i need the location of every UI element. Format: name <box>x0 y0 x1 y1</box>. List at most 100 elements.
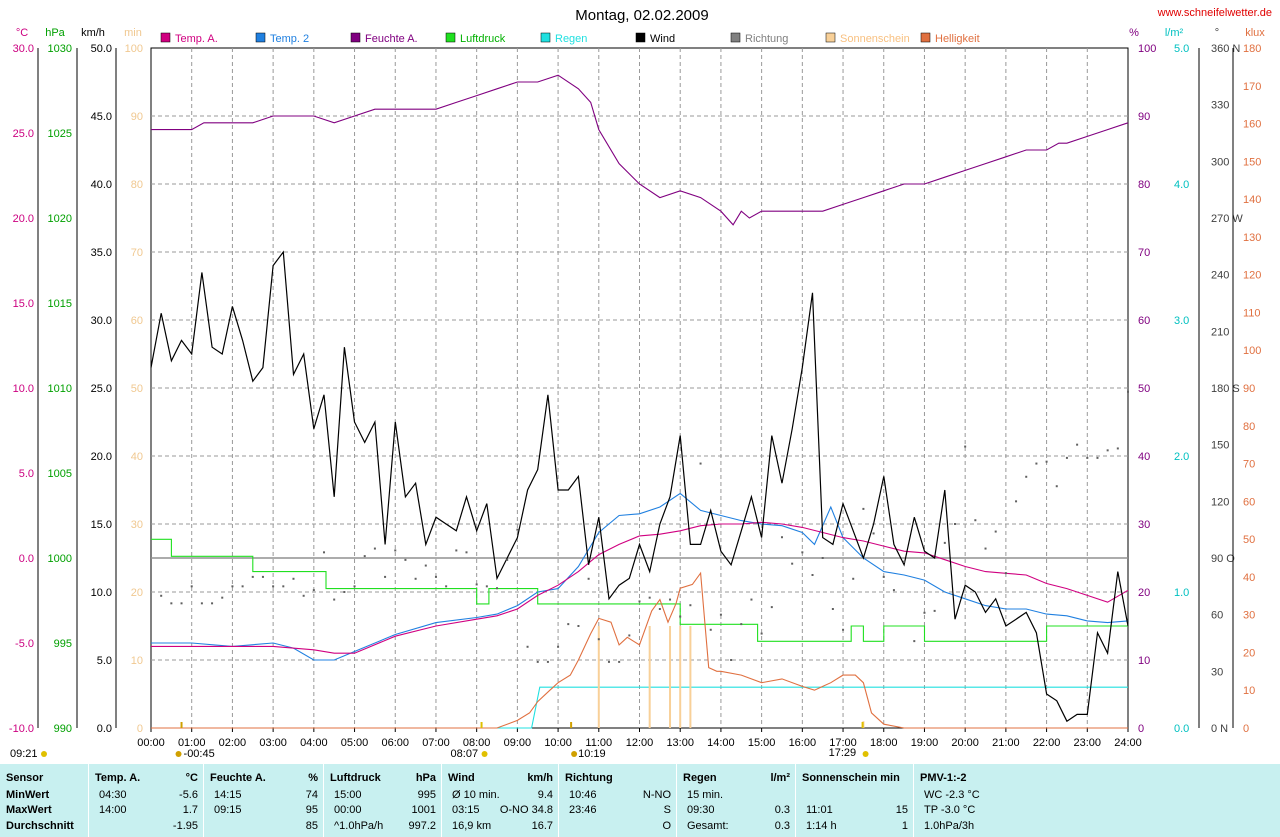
site-url[interactable]: www.schneifelwetter.de <box>1157 7 1272 19</box>
tick-label-klux: 30 <box>1243 610 1255 622</box>
stats-cell: 09:15 <box>214 804 242 816</box>
stats-cell: 03:15 <box>452 804 480 816</box>
direction-dot <box>577 625 580 627</box>
x-tick-label: 22:00 <box>1033 737 1061 749</box>
direction-dot <box>679 615 682 618</box>
grid <box>151 48 1128 728</box>
direction-dot <box>455 549 458 552</box>
tick-label-pct: 100 <box>1138 43 1156 55</box>
direction-dot <box>709 628 712 631</box>
direction-dot <box>241 585 244 588</box>
direction-dot <box>221 596 224 599</box>
tick-label-kmh: 40.0 <box>91 179 112 191</box>
tick-label-kmh: 20.0 <box>91 451 112 463</box>
x-tick-label: 15:00 <box>748 737 776 749</box>
tick-label-kmh: 0.0 <box>97 723 112 735</box>
stats-cell: S <box>663 804 671 816</box>
direction-dot <box>699 462 702 465</box>
tick-label-deg: 150 <box>1211 440 1229 452</box>
legend-swatch <box>825 32 836 43</box>
tick-label-klux: 170 <box>1243 81 1261 93</box>
tick-label-lm2: 1.0 <box>1174 587 1189 599</box>
x-tick-label: 04:00 <box>300 737 328 749</box>
series-line-helligkeit <box>151 571 1128 729</box>
tick-label-min: 40 <box>131 451 143 463</box>
tick-label-klux: 70 <box>1243 459 1255 471</box>
tick-label-klux: 80 <box>1243 421 1255 433</box>
direction-dot <box>974 519 977 522</box>
tick-label-temp: 20.0 <box>13 213 34 225</box>
marker-icon <box>481 751 488 757</box>
direction-dot <box>170 602 173 605</box>
tick-label-pct: 0 <box>1138 723 1144 735</box>
series-line-wind <box>150 250 1129 723</box>
direction-dot <box>811 574 814 576</box>
tick-label-deg: 180 S <box>1211 383 1240 395</box>
tick-label-min: 60 <box>131 315 143 327</box>
stats-cell: 11:01 <box>806 804 833 816</box>
tick-label-kmh: 45.0 <box>91 111 112 123</box>
direction-dot <box>801 551 804 554</box>
tick-label-pct: 30 <box>1138 519 1150 531</box>
x-tick-label: 02:00 <box>219 737 247 749</box>
direction-dot <box>597 638 600 641</box>
x-tick-label: 17:00 <box>829 737 857 749</box>
series-line-luftdruck <box>151 538 1128 642</box>
legend-swatch <box>255 32 266 43</box>
direction-dot <box>862 507 865 510</box>
direction-dot <box>384 575 387 578</box>
stats-cell: ^1.0hPa/h <box>334 820 384 832</box>
direction-dot <box>587 577 590 580</box>
direction-dot <box>567 623 570 626</box>
tick-label-min: 70 <box>131 247 143 259</box>
tick-label-deg: 210 <box>1211 326 1229 338</box>
stats-table: Sensor MinWert MaxWert Durchschnitt Temp… <box>0 764 1280 837</box>
direction-dot <box>251 575 254 578</box>
markers: 09:21 -00:45 08:07 10:19 17:29 <box>10 722 869 760</box>
tick-label-min: 10 <box>131 655 143 667</box>
tick-label-klux: 130 <box>1243 232 1261 244</box>
direction-dot <box>190 585 193 588</box>
stats-cell: Richtung <box>565 772 613 784</box>
marker-label: -00:45 <box>184 748 215 760</box>
direction-dot <box>465 551 468 554</box>
axis-title-pct: % <box>1129 27 1139 39</box>
direction-dot <box>740 623 743 626</box>
stats-cell: 0.3 <box>774 804 790 816</box>
direction-dot <box>760 632 763 635</box>
series-line-feuchte-a- <box>151 74 1129 226</box>
direction-dot <box>1004 572 1007 575</box>
tick-label-kmh: 25.0 <box>91 383 112 395</box>
marker-label: 10:19 <box>578 748 606 760</box>
marker-label: 08:07 <box>451 748 479 760</box>
direction-dot <box>404 558 407 561</box>
tick-label-kmh: 10.0 <box>91 587 112 599</box>
direction-dot <box>953 523 956 525</box>
tick-label-min: 100 <box>125 43 143 55</box>
x-tick-label: 21:00 <box>992 737 1020 749</box>
stats-cell: WC -2.3 °C <box>924 789 980 801</box>
direction-dot <box>943 541 946 544</box>
direction-dot <box>821 557 824 559</box>
direction-dot <box>1076 443 1079 446</box>
legend-swatch <box>350 32 361 43</box>
stats-column: Richtung 10:46 N-NO 23:46 S O <box>558 764 677 837</box>
direction-dot <box>780 536 783 539</box>
stats-column: Sonnenschein min 11:01 15 1:14 h 1 <box>795 764 914 837</box>
tick-label-pct: 40 <box>1138 451 1150 463</box>
stats-cell: 10:46 <box>569 789 597 801</box>
stats-cell: Regen <box>683 772 717 784</box>
tick-label-hpa: 995 <box>54 638 72 650</box>
direction-dot <box>323 551 326 554</box>
stats-column: PMV-1:-2 WC -2.3 °C TP -3.0 °C 1.0hPa/3h <box>913 764 1034 837</box>
direction-dot <box>261 575 264 578</box>
x-tick-label: 19:00 <box>911 737 939 749</box>
tick-label-pct: 70 <box>1138 247 1150 259</box>
direction-dot <box>231 585 234 588</box>
direction-dot <box>618 660 621 663</box>
chart-title: Montag, 02.02.2009 <box>575 7 708 24</box>
direction-dot <box>689 604 692 607</box>
direction-dot <box>302 594 305 597</box>
direction-dot <box>1106 449 1109 452</box>
tick-label-klux: 100 <box>1243 345 1261 357</box>
